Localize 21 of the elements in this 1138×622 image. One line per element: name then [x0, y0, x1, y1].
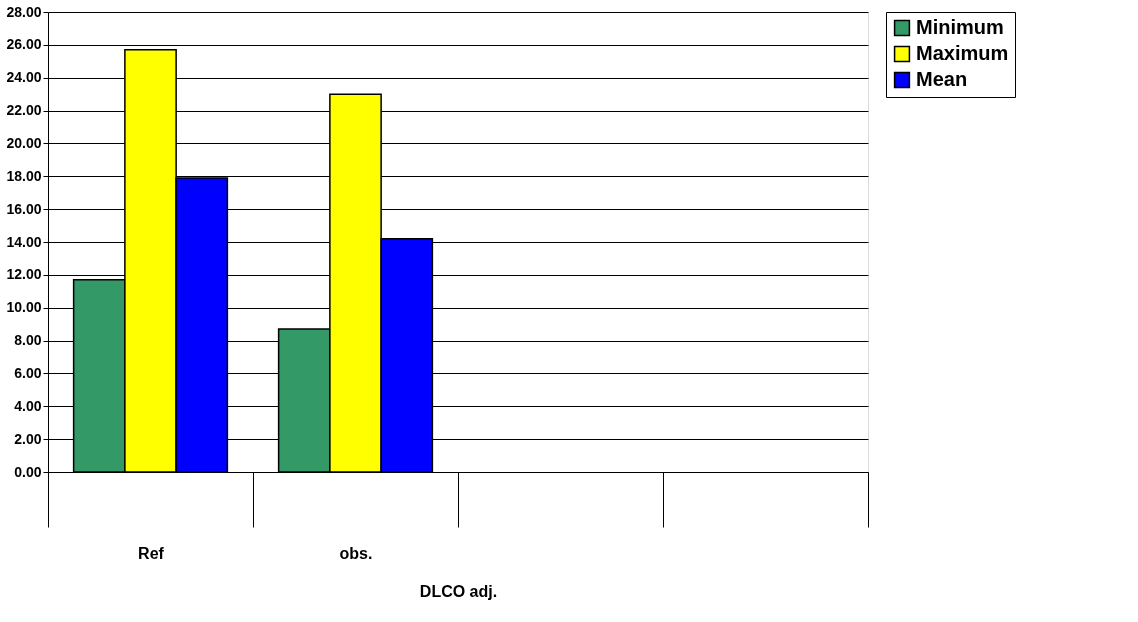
y-tick-label: 4.00 [14, 397, 42, 414]
x-tick-label: obs. [339, 544, 373, 562]
y-tick-label: 26.00 [6, 36, 42, 53]
y-tick-label: 24.00 [6, 69, 42, 86]
y-tick-label: 28.00 [6, 3, 42, 20]
y-tick-label: 10.00 [6, 299, 42, 316]
y-tick-label: 2.00 [14, 430, 42, 447]
y-tick-label: 12.00 [6, 266, 42, 283]
y-tick-label: 18.00 [6, 167, 42, 184]
y-tick-label: 8.00 [14, 332, 42, 349]
y-tick-label: 6.00 [14, 364, 42, 381]
legend-label: Minimum [916, 16, 1004, 38]
y-tick-label: 20.00 [6, 134, 42, 151]
legend-label: Maximum [916, 42, 1009, 64]
y-tick-label: 16.00 [6, 200, 42, 217]
y-tick-label: 22.00 [6, 102, 42, 119]
legend-label: Mean [916, 68, 968, 90]
y-tick-label: 14.00 [6, 233, 42, 250]
x-tick-label: Ref [138, 544, 165, 562]
x-axis-title: DLCO adj. [419, 582, 498, 600]
y-tick-label: 0.00 [14, 463, 42, 480]
